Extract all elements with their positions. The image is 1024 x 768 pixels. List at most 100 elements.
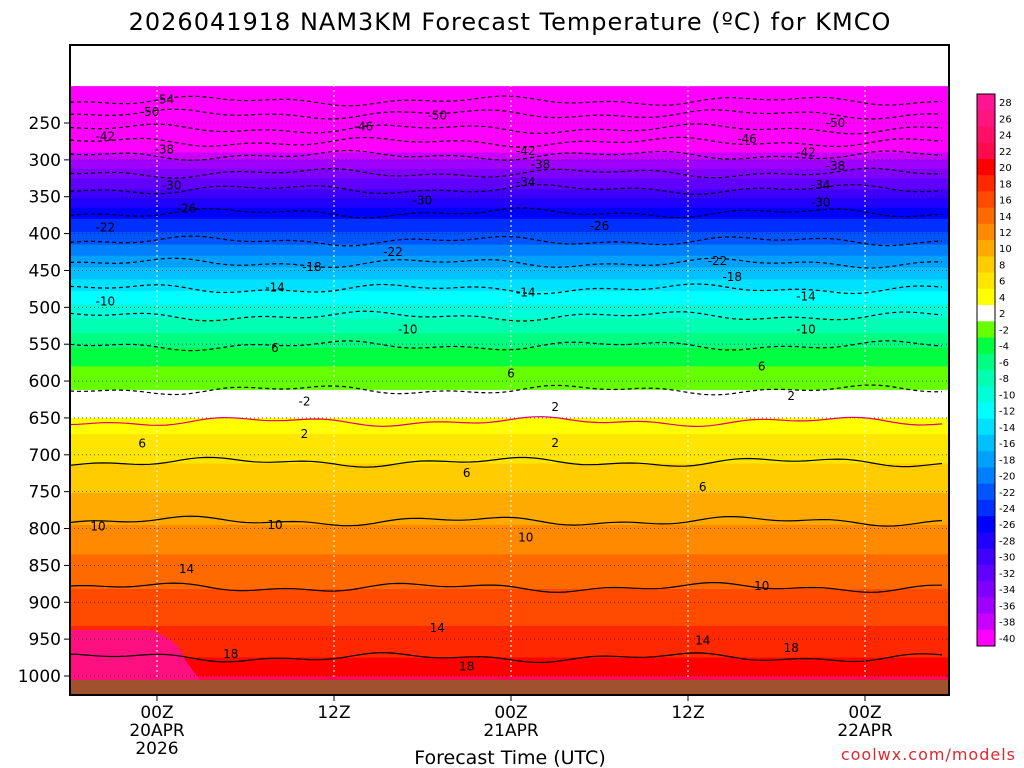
- temperature-band: [70, 657, 949, 677]
- temperature-band: [70, 493, 949, 526]
- x-tick-label: 2026: [135, 739, 178, 759]
- colorbar-label: 24: [999, 131, 1012, 142]
- y-tick-label: 350: [29, 188, 61, 208]
- contour-label: -42: [796, 145, 816, 159]
- temperature-band: [70, 524, 949, 556]
- x-axis-label: Forecast Time (UTC): [414, 747, 605, 768]
- y-tick-label: 850: [29, 556, 61, 576]
- colorbar-label: 4: [999, 293, 1005, 304]
- contour-label: 6: [758, 359, 766, 373]
- isotherm-line: [70, 416, 943, 428]
- colorbar-label: -24: [999, 504, 1015, 515]
- contour-labels: -54-50 -50-50-46-46-42-42 -42-38-38 -38-34-…: [90, 92, 845, 673]
- colorbar-swatch: [977, 207, 995, 225]
- isotherm-line: [70, 183, 943, 195]
- colorbar: 28 26 24 22 20 18 16 14 12 10 8 6 4 2 -2 -4 -6 -8 -10 -12 -1…: [976, 93, 1015, 647]
- colorbar-swatch: [977, 613, 995, 631]
- colorbar-swatch: [977, 581, 995, 598]
- colorbar-label: -10: [999, 390, 1015, 401]
- colorbar-label: -22: [999, 488, 1015, 499]
- contour-label: -42: [516, 144, 536, 158]
- colorbar-label: 14: [999, 212, 1012, 223]
- colorbar-label: -40: [999, 634, 1015, 645]
- colorbar-swatch: [977, 548, 995, 566]
- colorbar-swatch: [977, 158, 995, 176]
- temperature-band: [70, 389, 949, 419]
- contour-label: -46: [354, 120, 374, 134]
- isotherm-line: [70, 582, 942, 593]
- x-tick-label: 20APR: [129, 721, 185, 741]
- plot-area: -54-50 -50-50-46-46-42-42 -42-38-38 -38-34-…: [70, 45, 949, 695]
- contour-label: -34: [516, 175, 536, 189]
- contour-label: -26: [177, 202, 197, 216]
- colorbar-label: 18: [999, 179, 1012, 190]
- temperature-band: [70, 244, 949, 257]
- contour-label: -14: [796, 289, 816, 303]
- y-tick-label: 400: [29, 225, 61, 245]
- x-tick-label: 22APR: [837, 721, 893, 741]
- isotherm-line: [70, 384, 943, 396]
- isotherm-line: [70, 108, 943, 120]
- temperature-band: [70, 255, 949, 269]
- chart-title: 2026041918 NAM3KM Forecast Temperature (…: [129, 8, 892, 36]
- contour-label: 10: [518, 530, 533, 544]
- colorbar-swatch: [977, 418, 995, 436]
- credit-text: coolwx.com/models: [841, 745, 1016, 764]
- colorbar-label: 8: [999, 260, 1005, 271]
- contour-label: 14: [430, 621, 445, 635]
- colorbar-swatch: [977, 272, 995, 290]
- x-tick-label: 12Z: [317, 703, 350, 723]
- contour-label: 2: [551, 436, 559, 450]
- colorbar-swatch: [977, 305, 995, 322]
- colorbar-label: -12: [999, 407, 1015, 418]
- contour-label: -14: [516, 286, 536, 300]
- y-tick-label: 700: [29, 446, 61, 466]
- colorbar-label: -30: [999, 553, 1015, 564]
- y-tick-label: 250: [29, 114, 61, 134]
- colorbar-swatch: [977, 516, 995, 533]
- colorbar-swatch: [977, 175, 995, 192]
- colorbar-label: 12: [999, 228, 1012, 239]
- temperature-band: [70, 189, 949, 200]
- contour-label: 14: [695, 634, 710, 648]
- isotherm-line: [70, 95, 942, 107]
- ground-strip: [70, 680, 949, 695]
- colorbar-label: -28: [999, 536, 1015, 547]
- temperature-band: [70, 218, 949, 234]
- y-tick-label: 900: [29, 593, 61, 613]
- isotherm-line: [70, 652, 943, 664]
- colorbar-label: -32: [999, 569, 1015, 580]
- colorbar-label: 28: [999, 98, 1012, 109]
- temperature-band: [70, 291, 949, 306]
- isotherm-line: [70, 283, 943, 295]
- colorbar-swatch: [977, 126, 995, 144]
- contour-label: -30: [162, 179, 182, 193]
- contour-label: 18: [459, 659, 474, 673]
- y-tick-label: 550: [29, 335, 61, 355]
- x-tick-label: 00Z: [494, 703, 527, 723]
- contour-label: -30: [811, 196, 831, 210]
- contour-label: 2: [787, 389, 795, 403]
- colorbar-label: 6: [999, 277, 1005, 288]
- isotherm-contours: [70, 95, 943, 664]
- y-tick-label: 1000: [18, 667, 61, 687]
- grid-lines: [70, 45, 949, 695]
- contour-label: -18: [302, 260, 322, 274]
- y-tick-label: 600: [29, 372, 61, 392]
- y-tick-label: 450: [29, 261, 61, 281]
- y-tick-label: 800: [29, 520, 61, 540]
- colorbar-swatch: [977, 223, 995, 241]
- temperature-band: [70, 159, 949, 170]
- isotherm-line: [70, 167, 943, 179]
- colorbar-label: 22: [999, 147, 1012, 158]
- colorbar-swatch: [977, 256, 995, 274]
- contour-label: -26: [590, 219, 610, 233]
- temperature-band: [70, 279, 949, 293]
- y-tick-label: 500: [29, 298, 61, 318]
- contour-label: -42: [96, 129, 116, 143]
- contour-label: -46: [737, 132, 757, 146]
- temperature-band: [70, 347, 949, 368]
- isotherm-line: [70, 235, 943, 247]
- contour-label: -10: [796, 322, 816, 336]
- isotherm-line: [70, 515, 943, 527]
